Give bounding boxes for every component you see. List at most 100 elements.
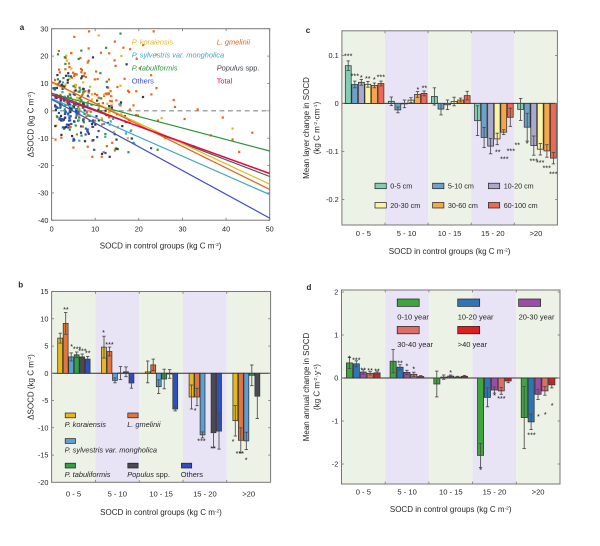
svg-text:*: * [526, 139, 529, 148]
svg-text:0: 0 [44, 106, 48, 115]
svg-text:5-10 cm: 5-10 cm [448, 182, 474, 191]
svg-text:-30: -30 [38, 189, 49, 198]
svg-text:***: *** [507, 147, 516, 156]
svg-text:10-20 cm: 10-20 cm [504, 182, 534, 191]
svg-text:10 - 15: 10 - 15 [438, 229, 462, 238]
svg-text:Mean annual change in SOCD: Mean annual change in SOCD [302, 333, 311, 442]
svg-text:b: b [18, 281, 23, 290]
svg-text:*: * [232, 437, 235, 446]
svg-text:***: *** [529, 157, 538, 166]
svg-text:20-30 cm: 20-30 cm [390, 201, 420, 210]
svg-text:Others: Others [181, 470, 203, 479]
svg-text:SOCD in control groups (kg C m: SOCD in control groups (kg C m-2​) [390, 505, 512, 514]
svg-text:-10: -10 [38, 134, 49, 143]
svg-text:**: ** [85, 349, 91, 358]
svg-text:15 - 20: 15 - 20 [481, 229, 505, 238]
svg-text:***: *** [78, 347, 87, 356]
svg-text:0: 0 [335, 99, 339, 108]
svg-text:10 - 15: 10 - 15 [149, 490, 173, 499]
svg-text:***: *** [542, 164, 551, 173]
svg-text:a: a [20, 23, 25, 32]
svg-text:0.1: 0.1 [329, 51, 339, 60]
svg-text:-5: -5 [42, 396, 49, 405]
svg-text:10 - 15: 10 - 15 [439, 488, 463, 497]
svg-text:60-100 cm: 60-100 cm [504, 201, 538, 210]
svg-text:0: 0 [44, 369, 48, 378]
svg-text:>20: >20 [242, 490, 255, 499]
svg-text:*: * [544, 410, 547, 419]
svg-text:0-5 cm: 0-5 cm [390, 182, 412, 191]
svg-text:0 - 5: 0 - 5 [356, 488, 371, 497]
svg-text:*: * [493, 391, 496, 400]
svg-text:20: 20 [135, 225, 143, 234]
svg-text:**: ** [374, 367, 380, 376]
svg-text:*: * [245, 456, 248, 465]
svg-text:***: *** [527, 431, 536, 440]
svg-text:L. gmelinii: L. gmelinii [217, 37, 251, 46]
svg-text:20-30 year: 20-30 year [519, 313, 555, 322]
svg-text:30-60 cm: 30-60 cm [448, 201, 478, 210]
svg-text:0: 0 [50, 225, 54, 234]
svg-text:1: 1 [334, 331, 338, 340]
svg-text:5 - 10: 5 - 10 [397, 229, 416, 238]
svg-text:*: * [70, 342, 73, 351]
svg-text:***: *** [105, 340, 114, 349]
svg-text:**: ** [422, 84, 428, 93]
svg-text:*: * [449, 368, 452, 377]
svg-text:5 - 10: 5 - 10 [397, 488, 416, 497]
svg-text:-1: -1 [332, 417, 339, 426]
svg-text:P. tabuliformis: P. tabuliformis [65, 470, 111, 479]
svg-text:40: 40 [222, 225, 230, 234]
svg-text:15 - 20: 15 - 20 [193, 490, 217, 499]
svg-text:0-10 year: 0-10 year [397, 313, 429, 322]
svg-text:Populus spp.: Populus spp. [217, 64, 260, 73]
svg-text:0: 0 [334, 374, 338, 383]
svg-text:*: * [348, 354, 351, 363]
svg-text:***: *** [236, 449, 245, 458]
svg-text:-40: -40 [38, 216, 49, 225]
svg-text:-15: -15 [38, 451, 49, 460]
svg-text:>40 year: >40 year [458, 340, 488, 349]
svg-text:*: * [551, 401, 554, 410]
svg-text:P. tabuliformis: P. tabuliformis [132, 64, 178, 73]
svg-text:-20: -20 [38, 161, 49, 170]
svg-text:>20: >20 [532, 488, 545, 497]
svg-text:-0.1: -0.1 [326, 147, 339, 156]
svg-text:SOCD in control groups (kg C m: SOCD in control groups (kg C m-2​) [100, 508, 222, 517]
svg-text:Others: Others [132, 77, 154, 86]
svg-text:5 - 10: 5 - 10 [108, 490, 127, 499]
svg-text:10: 10 [40, 79, 48, 88]
svg-text:**: ** [63, 305, 69, 314]
svg-text:10-20 year: 10-20 year [458, 313, 494, 322]
svg-text:2: 2 [334, 288, 338, 297]
svg-text:*: * [537, 412, 540, 421]
svg-text:***: *** [344, 52, 353, 61]
svg-text:0 - 5: 0 - 5 [66, 490, 81, 499]
svg-text:-10: -10 [38, 423, 49, 432]
svg-text:P. koraiensis: P. koraiensis [132, 37, 174, 46]
svg-text:-0.2: -0.2 [326, 195, 339, 204]
svg-text:*: * [416, 85, 419, 94]
svg-text:***: *** [352, 356, 361, 365]
svg-text:Total: Total [217, 77, 233, 86]
svg-text:*: * [360, 73, 363, 82]
svg-text:(kg C m-2​·cm-1​): (kg C m-2​·cm-1​) [313, 101, 322, 154]
svg-text:50: 50 [266, 225, 274, 234]
svg-text:10: 10 [91, 225, 99, 234]
svg-text:***: *** [197, 437, 206, 446]
svg-text:*: * [373, 75, 376, 84]
svg-text:Mean layer change in SOCD: Mean layer change in SOCD [302, 77, 311, 179]
svg-text:-2: -2 [332, 460, 339, 469]
svg-text:c: c [306, 26, 311, 35]
svg-text:10: 10 [40, 314, 48, 323]
svg-text:(kg C m-2​·y-1​): (kg C m-2​·y-1​) [313, 364, 322, 410]
svg-text:*: * [102, 328, 105, 337]
svg-text:15 - 20: 15 - 20 [483, 488, 507, 497]
svg-text:0 - 5: 0 - 5 [356, 229, 371, 238]
svg-text:5: 5 [44, 342, 48, 351]
svg-text:**: ** [360, 365, 366, 374]
svg-text:***: *** [500, 155, 509, 164]
svg-text:**: ** [367, 366, 373, 375]
svg-text:d: d [307, 283, 312, 292]
svg-text:*: * [412, 365, 415, 374]
